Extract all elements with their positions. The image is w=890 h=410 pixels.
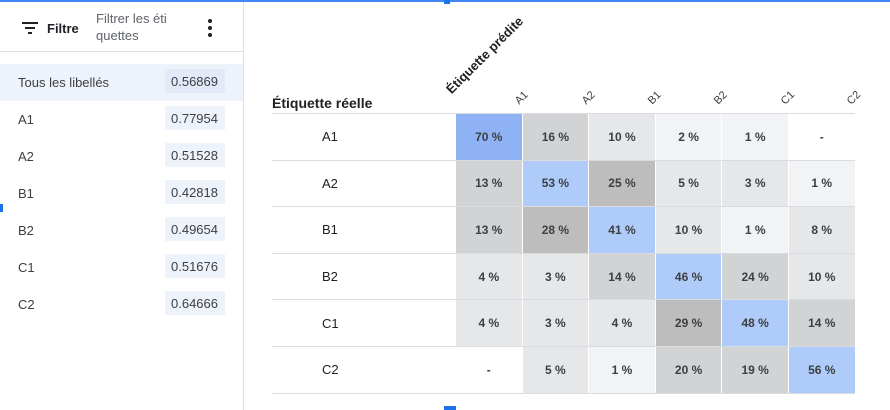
- matrix-cell[interactable]: 13 %: [455, 207, 522, 253]
- label-item-name: A1: [18, 112, 34, 127]
- more-options-icon[interactable]: [206, 18, 214, 38]
- column-header-a1: A1: [512, 88, 531, 108]
- label-item-b2[interactable]: B2 0.49654: [0, 212, 243, 249]
- matrix-row: A2 13 % 53 % 25 % 5 % 3 % 1 %: [272, 159, 855, 207]
- matrix-row: C2 - 5 % 1 % 20 % 19 % 56 %: [272, 345, 855, 393]
- label-item-name: C2: [18, 297, 35, 312]
- predicted-label-title: Étiquette prédite: [443, 13, 527, 97]
- matrix-cell[interactable]: 2 %: [654, 114, 722, 160]
- label-sidebar: Filtre Filtrer les éti quettes Tous les …: [0, 2, 244, 410]
- matrix-cell[interactable]: 29 %: [654, 300, 722, 346]
- matrix-cell[interactable]: 70 %: [455, 114, 522, 160]
- filter-button[interactable]: Filtre: [47, 21, 79, 36]
- filter-icon[interactable]: [22, 22, 38, 34]
- filter-input[interactable]: Filtrer les éti quettes: [96, 11, 167, 43]
- matrix-cell[interactable]: 1 %: [721, 207, 788, 253]
- matrix-cell[interactable]: 20 %: [654, 346, 722, 393]
- matrix-cell[interactable]: 10 %: [654, 207, 722, 253]
- row-label: A1: [322, 129, 338, 145]
- matrix-cell[interactable]: 14 %: [588, 253, 655, 300]
- label-item-name: C1: [18, 260, 35, 275]
- matrix-grid: A1 70 % 16 % 10 % 2 % 1 % - A2 13 % 53 %…: [272, 113, 855, 394]
- label-item-name: Tous les libellés: [18, 75, 110, 90]
- matrix-row: B2 4 % 3 % 14 % 46 % 24 % 10 %: [272, 252, 855, 300]
- actual-label-title: Étiquette réelle: [272, 95, 373, 111]
- matrix-cell[interactable]: -: [787, 114, 855, 160]
- resize-handle-left[interactable]: [0, 204, 3, 212]
- row-label: A2: [322, 175, 338, 191]
- column-header-a2: A2: [579, 88, 598, 108]
- label-item-name: B1: [18, 186, 34, 201]
- matrix-row: C1 4 % 3 % 4 % 29 % 48 % 14 %: [272, 299, 855, 346]
- label-item-b1[interactable]: B1 0.42818: [0, 175, 243, 212]
- matrix-cell[interactable]: 3 %: [521, 300, 589, 346]
- matrix-cell[interactable]: 28 %: [521, 207, 589, 253]
- matrix-cell[interactable]: 46 %: [654, 253, 722, 300]
- row-label: C2: [322, 362, 339, 378]
- label-item-score: 0.42818: [165, 180, 225, 204]
- matrix-cell[interactable]: 4 %: [455, 253, 522, 300]
- row-label: C1: [322, 315, 339, 331]
- label-item-name: A2: [18, 149, 34, 164]
- row-label: B2: [322, 269, 338, 285]
- matrix-cell[interactable]: 8 %: [787, 207, 855, 253]
- matrix-cell[interactable]: 10 %: [588, 114, 655, 160]
- matrix-cell[interactable]: 1 %: [787, 160, 855, 207]
- matrix-cell[interactable]: 48 %: [721, 300, 788, 346]
- filter-bar: Filtre Filtrer les éti quettes: [0, 2, 243, 52]
- matrix-cell[interactable]: 53 %: [521, 160, 589, 207]
- row-label: B1: [322, 222, 338, 238]
- label-item-all[interactable]: Tous les libellés 0.56869: [0, 64, 243, 101]
- matrix-cell[interactable]: 3 %: [721, 160, 788, 207]
- matrix-cell[interactable]: 19 %: [721, 346, 788, 393]
- matrix-cell[interactable]: 24 %: [721, 253, 788, 300]
- matrix-cell[interactable]: 1 %: [588, 346, 655, 393]
- matrix-cell[interactable]: -: [455, 346, 522, 393]
- matrix-row: A1 70 % 16 % 10 % 2 % 1 % -: [272, 113, 855, 160]
- label-item-score: 0.51676: [165, 254, 225, 278]
- label-item-score: 0.64666: [165, 291, 225, 315]
- label-item-a2[interactable]: A2 0.51528: [0, 138, 243, 175]
- label-item-score: 0.49654: [165, 217, 225, 241]
- label-item-name: B2: [18, 223, 34, 238]
- matrix-cell[interactable]: 25 %: [588, 160, 655, 207]
- column-header-c1: C1: [778, 88, 798, 108]
- label-item-score: 0.51528: [165, 143, 225, 167]
- matrix-cell[interactable]: 5 %: [654, 160, 722, 207]
- resize-handle-bottom[interactable]: [444, 406, 456, 410]
- matrix-cell[interactable]: 4 %: [455, 300, 522, 346]
- column-header-b2: B2: [711, 88, 730, 108]
- label-list: Tous les libellés 0.56869 A1 0.77954 A2 …: [0, 64, 243, 323]
- matrix-cell[interactable]: 5 %: [521, 346, 589, 393]
- label-item-score: 0.77954: [165, 106, 225, 130]
- matrix-cell[interactable]: 56 %: [787, 346, 855, 393]
- matrix-cell[interactable]: 3 %: [521, 253, 589, 300]
- matrix-cell[interactable]: 41 %: [588, 207, 655, 253]
- matrix-cell[interactable]: 1 %: [721, 114, 788, 160]
- matrix-cell[interactable]: 14 %: [787, 300, 855, 346]
- matrix-cell[interactable]: 10 %: [787, 253, 855, 300]
- matrix-cell[interactable]: 4 %: [588, 300, 655, 346]
- column-header-c2: C2: [844, 88, 864, 108]
- label-item-score: 0.56869: [165, 69, 225, 93]
- column-header-b1: B1: [645, 88, 664, 108]
- matrix-cell[interactable]: 13 %: [455, 160, 522, 207]
- resize-handle-top[interactable]: [444, 0, 450, 4]
- label-item-a1[interactable]: A1 0.77954: [0, 101, 243, 138]
- matrix-cell[interactable]: 16 %: [521, 114, 589, 160]
- label-item-c2[interactable]: C2 0.64666: [0, 286, 243, 323]
- label-item-c1[interactable]: C1 0.51676: [0, 249, 243, 286]
- matrix-row: B1 13 % 28 % 41 % 10 % 1 % 8 %: [272, 206, 855, 253]
